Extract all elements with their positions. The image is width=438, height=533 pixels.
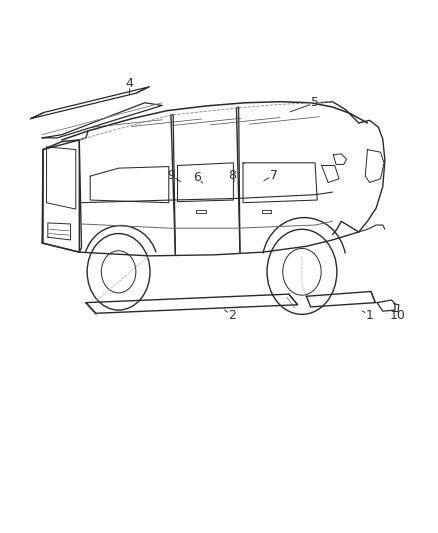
- Text: 1: 1: [366, 309, 374, 322]
- Text: 9: 9: [167, 168, 175, 182]
- Text: 7: 7: [269, 168, 278, 182]
- Text: 8: 8: [228, 168, 236, 182]
- Text: 2: 2: [228, 309, 236, 322]
- Text: 5: 5: [311, 96, 319, 109]
- Text: 4: 4: [126, 77, 134, 90]
- Text: 10: 10: [390, 309, 406, 322]
- Text: 6: 6: [193, 171, 201, 184]
